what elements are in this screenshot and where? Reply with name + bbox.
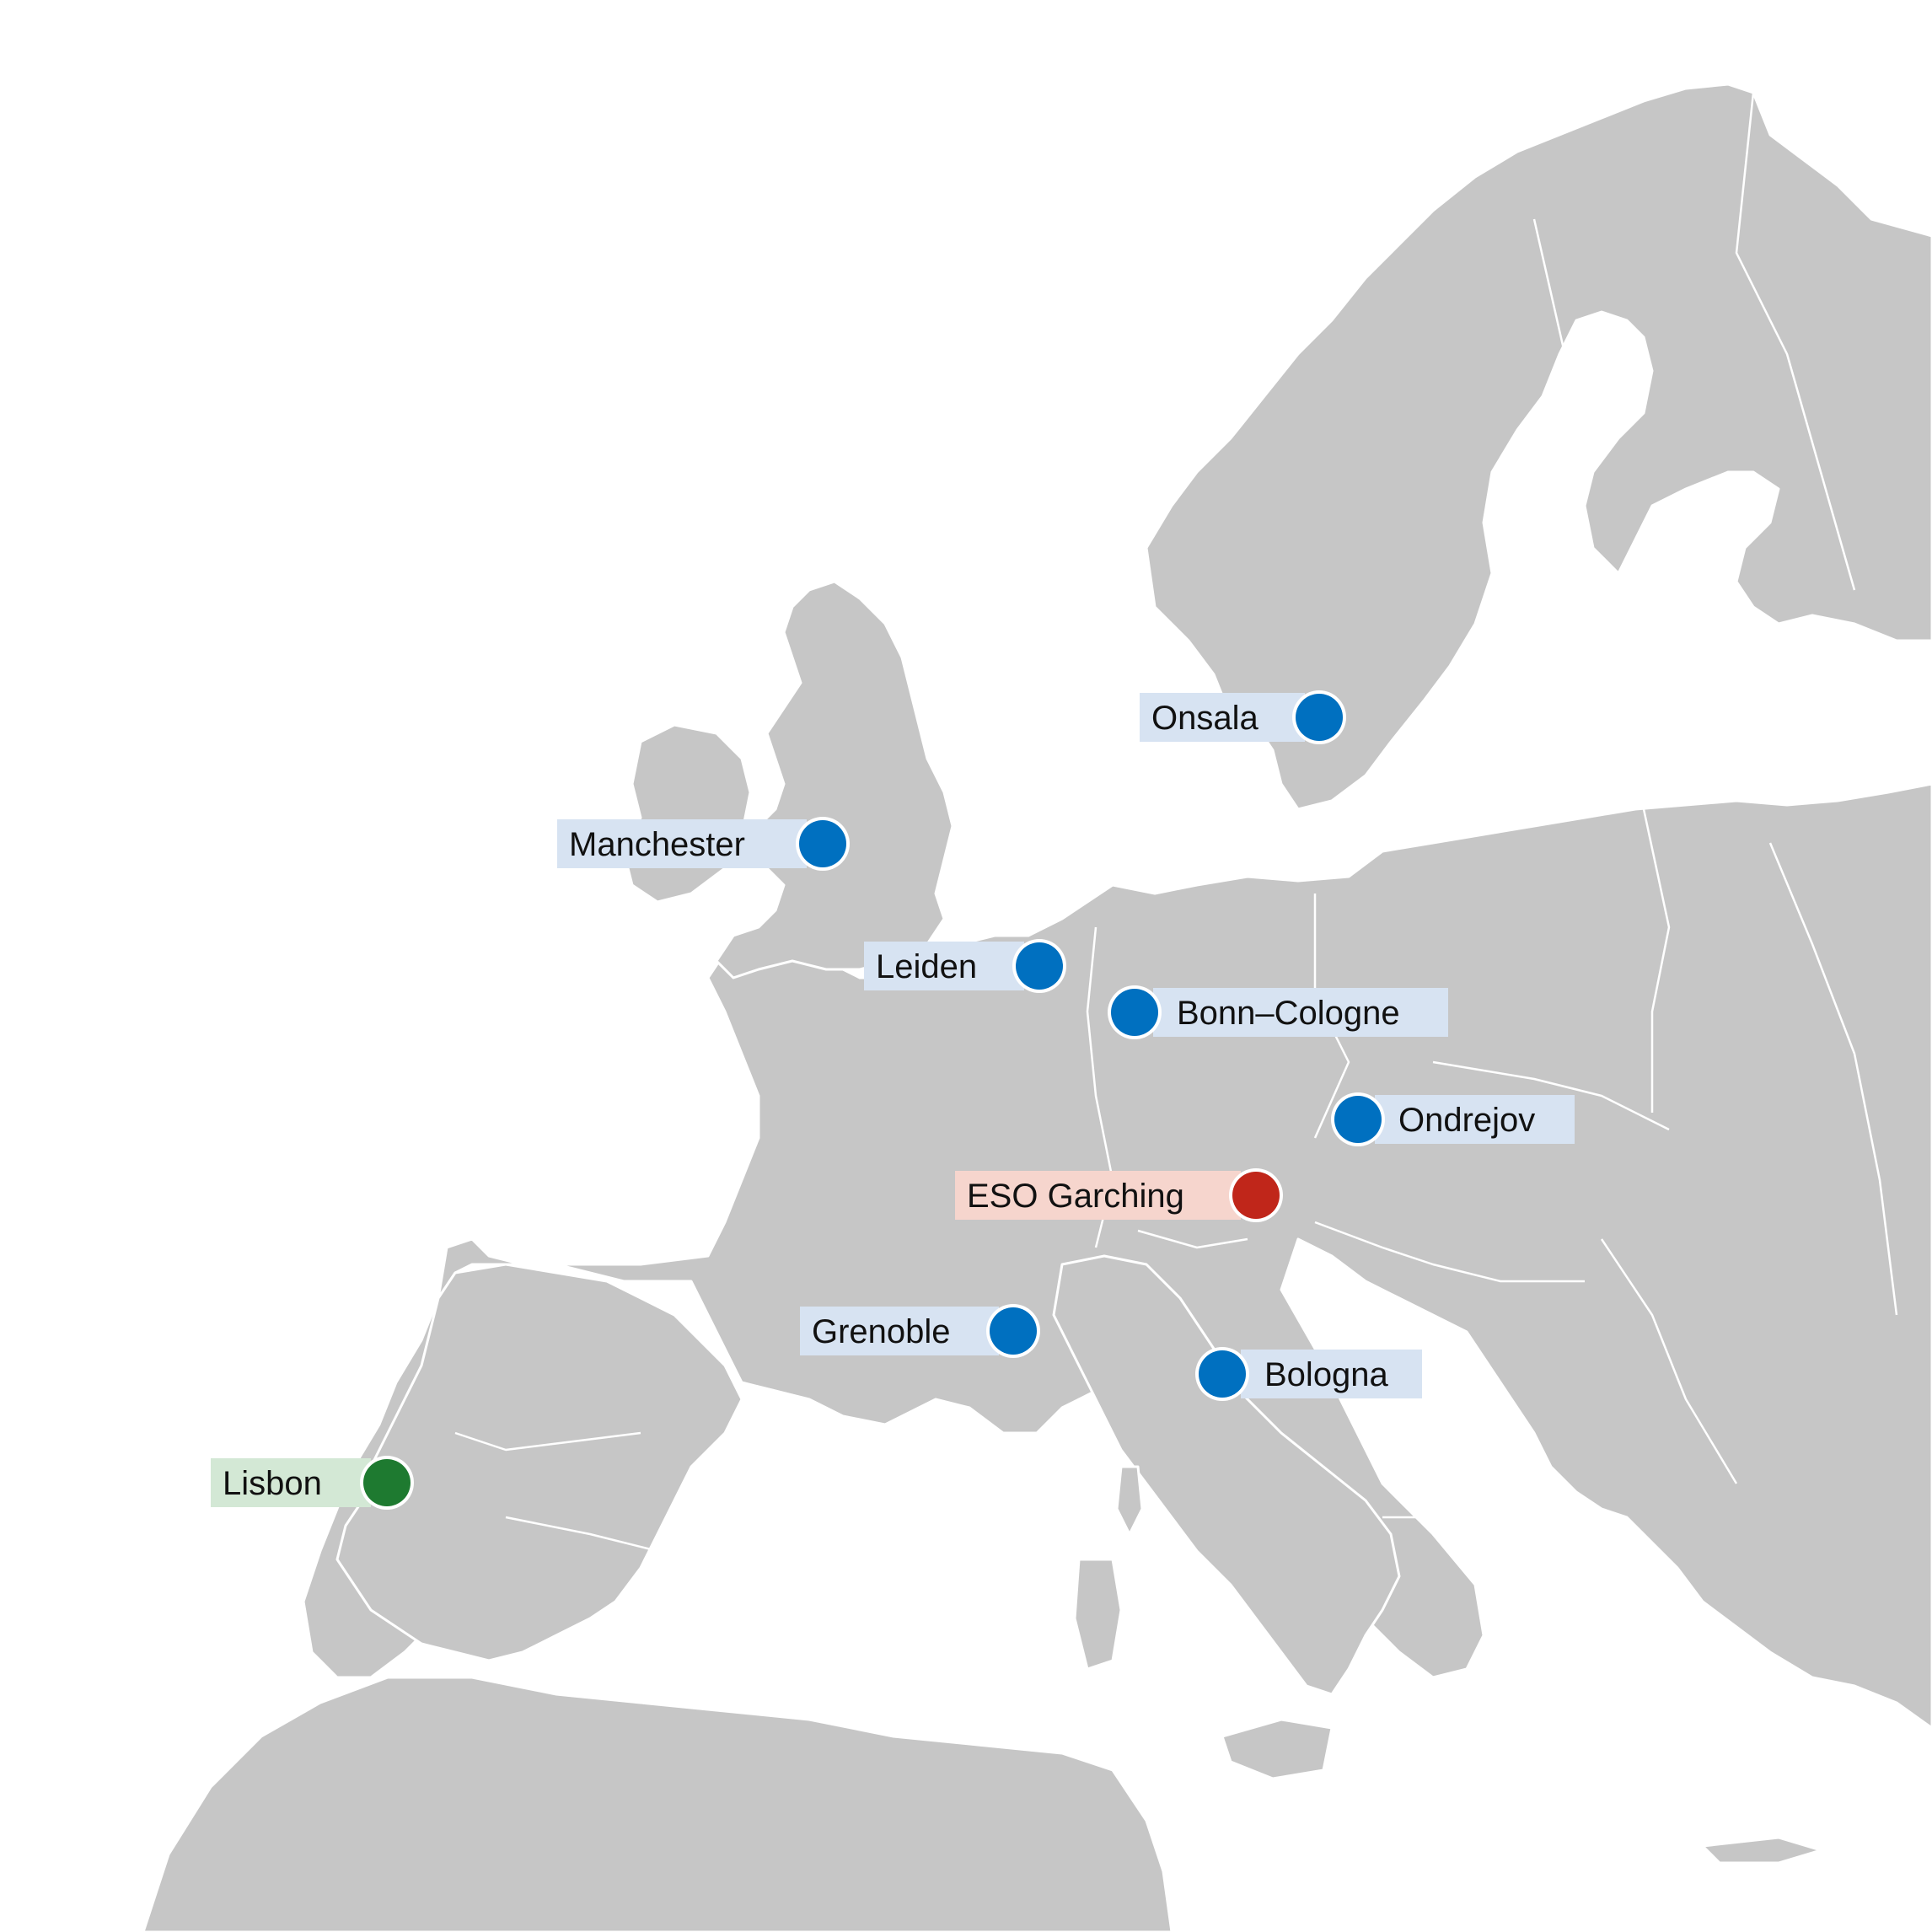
marker-dot-node[interactable] [1334, 1096, 1382, 1143]
marker-dot-node[interactable] [1296, 694, 1343, 741]
marker-label: Ondrejov [1398, 1102, 1535, 1139]
marker-label: Leiden [876, 948, 977, 985]
marker-dot-node[interactable] [1111, 989, 1158, 1036]
marker-label-bg [1153, 988, 1448, 1037]
marker-dot-node[interactable] [1199, 1350, 1246, 1398]
marker-label-bg [1375, 1095, 1575, 1144]
landmass-sicily [1221, 1718, 1334, 1780]
map-marker-onsala[interactable]: Onsala [1140, 690, 1346, 744]
landmass-north-africa [142, 1676, 1173, 1932]
map-marker-bonn-cologne[interactable]: Bonn–Cologne [1108, 985, 1448, 1039]
marker-dot-node[interactable] [1016, 942, 1063, 990]
map-marker-eso-garching[interactable]: ESO Garching [955, 1168, 1283, 1222]
marker-layer: Onsala Manchester Leiden Bonn–Cologne Ondrej… [211, 690, 1575, 1510]
marker-label-bg [557, 819, 807, 868]
marker-dot-hq[interactable] [1232, 1172, 1280, 1219]
marker-label-bg [955, 1171, 1241, 1220]
marker-label: Bologna [1264, 1356, 1389, 1393]
marker-dot-node[interactable] [990, 1307, 1037, 1355]
map-marker-manchester[interactable]: Manchester [557, 817, 850, 871]
map-marker-bologna[interactable]: Bologna [1195, 1347, 1422, 1401]
landmass-continental-europe [302, 782, 1932, 1730]
marker-label: Manchester [569, 826, 745, 863]
landmass-great-britain [715, 580, 954, 979]
map-marker-grenoble[interactable]: Grenoble [800, 1304, 1040, 1358]
marker-dot-special[interactable] [363, 1459, 411, 1506]
map-marker-lisbon[interactable]: Lisbon [211, 1456, 414, 1510]
marker-label-bg [211, 1458, 371, 1507]
marker-label-bg [1241, 1350, 1422, 1398]
marker-label: Grenoble [812, 1313, 951, 1350]
map-marker-ondrejov[interactable]: Ondrejov [1331, 1092, 1575, 1146]
marker-label: Onsala [1151, 700, 1258, 737]
landmass-scandinavia [1145, 83, 1932, 811]
marker-dot-node[interactable] [799, 820, 846, 867]
marker-label-bg [800, 1307, 999, 1355]
landmass-corsica [1115, 1465, 1144, 1536]
marker-label: Bonn–Cologne [1177, 995, 1400, 1032]
map-marker-leiden[interactable]: Leiden [864, 939, 1066, 993]
marker-label: Lisbon [223, 1465, 322, 1502]
marker-label-bg [1140, 693, 1305, 742]
landmass-crete [1701, 1836, 1822, 1865]
landmass-iberia [335, 1263, 743, 1662]
landmass-sardinia [1073, 1558, 1123, 1671]
marker-label: ESO Garching [967, 1178, 1184, 1215]
marker-label-bg [864, 942, 1024, 990]
